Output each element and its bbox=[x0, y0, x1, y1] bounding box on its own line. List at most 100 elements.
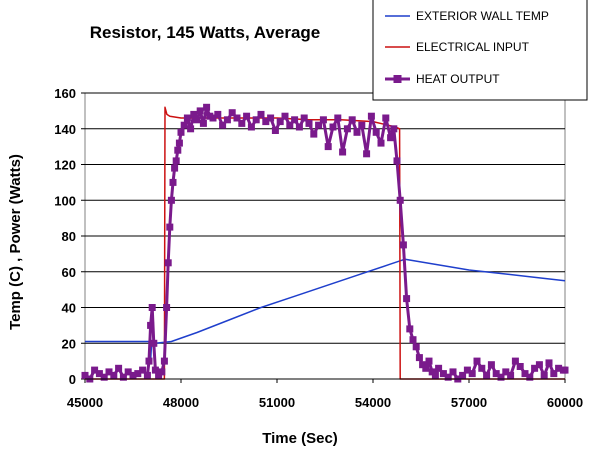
data-point-2-71 bbox=[353, 128, 361, 136]
data-point-2-2 bbox=[91, 366, 99, 374]
data-point-2-107 bbox=[502, 368, 510, 376]
x-axis: 45000 48000 51000 54000 57000 60000 bbox=[67, 379, 583, 410]
data-point-2-21 bbox=[160, 357, 168, 365]
data-point-2-34 bbox=[187, 125, 195, 133]
data-point-2-105 bbox=[492, 370, 500, 378]
data-point-2-72 bbox=[358, 121, 366, 129]
data-point-2-54 bbox=[271, 127, 279, 134]
data-point-2-65 bbox=[324, 143, 332, 151]
data-point-2-20 bbox=[158, 368, 166, 376]
data-point-2-60 bbox=[300, 114, 308, 122]
data-point-2-44 bbox=[223, 116, 231, 124]
data-point-2-33 bbox=[183, 114, 191, 122]
data-point-2-47 bbox=[238, 119, 246, 127]
y-tick-label-20: 20 bbox=[62, 336, 76, 351]
data-point-2-38 bbox=[199, 119, 207, 127]
x-tick-label-54000: 54000 bbox=[355, 395, 391, 410]
data-point-2-7 bbox=[115, 364, 123, 372]
data-point-2-49 bbox=[247, 123, 255, 131]
y-tick-label-140: 140 bbox=[54, 122, 76, 137]
data-point-2-77 bbox=[382, 114, 390, 122]
legend-item-1: ELECTRICAL INPUT bbox=[385, 40, 530, 54]
x-tick-label-48000: 48000 bbox=[163, 395, 199, 410]
data-point-2-109 bbox=[511, 357, 519, 365]
data-point-2-56 bbox=[281, 112, 289, 120]
data-point-2-83 bbox=[403, 295, 411, 303]
data-point-2-114 bbox=[535, 361, 543, 369]
data-point-2-87 bbox=[415, 354, 423, 362]
data-point-2-23 bbox=[164, 259, 172, 267]
y-tick-label-100: 100 bbox=[54, 193, 76, 208]
data-point-2-93 bbox=[435, 364, 443, 372]
data-point-2-95 bbox=[444, 373, 452, 381]
data-point-2-59 bbox=[295, 123, 303, 131]
data-point-2-37 bbox=[196, 107, 204, 115]
y-tick-label-80: 80 bbox=[62, 229, 76, 244]
data-point-2-100 bbox=[468, 370, 476, 378]
legend-label-0: EXTERIOR WALL TEMP bbox=[416, 9, 549, 23]
data-point-2-66 bbox=[329, 123, 337, 131]
data-point-2-9 bbox=[124, 368, 132, 376]
data-point-2-80 bbox=[393, 157, 401, 165]
data-point-2-102 bbox=[478, 364, 486, 372]
data-point-2-108 bbox=[507, 371, 515, 379]
data-point-2-17 bbox=[150, 339, 158, 347]
data-point-2-43 bbox=[219, 121, 227, 129]
legend-label-1: ELECTRICAL INPUT bbox=[416, 40, 530, 54]
data-point-2-25 bbox=[167, 196, 175, 204]
data-point-2-101 bbox=[473, 357, 481, 365]
data-point-2-58 bbox=[291, 116, 299, 124]
data-point-2-106 bbox=[497, 373, 505, 381]
data-point-2-27 bbox=[171, 164, 179, 172]
data-point-2-18 bbox=[151, 366, 159, 374]
data-point-2-46 bbox=[233, 114, 241, 122]
data-point-2-67 bbox=[334, 114, 342, 122]
data-point-2-15 bbox=[147, 321, 155, 329]
data-point-2-104 bbox=[487, 361, 495, 369]
data-point-2-6 bbox=[110, 371, 118, 379]
data-point-2-24 bbox=[166, 223, 174, 231]
y-tick-label-40: 40 bbox=[62, 301, 76, 316]
y-tick-label-0: 0 bbox=[69, 372, 76, 387]
data-point-2-69 bbox=[343, 125, 351, 133]
x-tick-label-57000: 57000 bbox=[451, 395, 487, 410]
data-point-2-10 bbox=[129, 371, 137, 379]
data-point-2-28 bbox=[172, 157, 180, 165]
legend-item-2: HEAT OUTPUT bbox=[385, 72, 500, 86]
data-point-2-50 bbox=[252, 116, 260, 124]
data-point-2-3 bbox=[95, 370, 103, 378]
data-point-2-111 bbox=[521, 370, 529, 378]
data-point-2-73 bbox=[363, 150, 371, 158]
legend-item-0: EXTERIOR WALL TEMP bbox=[385, 9, 549, 23]
x-tick-label-51000: 51000 bbox=[259, 395, 295, 410]
data-point-2-86 bbox=[412, 343, 420, 351]
data-point-2-63 bbox=[315, 121, 323, 129]
data-point-2-89 bbox=[422, 364, 430, 372]
data-point-2-48 bbox=[243, 112, 251, 120]
data-point-2-92 bbox=[431, 371, 439, 379]
data-point-2-0 bbox=[81, 371, 89, 379]
data-point-2-78 bbox=[387, 134, 395, 142]
y-tick-label-160: 160 bbox=[54, 86, 76, 101]
data-point-2-110 bbox=[516, 363, 524, 370]
data-point-2-120 bbox=[561, 366, 569, 374]
data-point-2-35 bbox=[190, 110, 198, 118]
data-point-2-113 bbox=[531, 364, 539, 372]
data-point-2-82 bbox=[399, 241, 407, 249]
data-point-2-116 bbox=[545, 359, 553, 367]
data-point-2-118 bbox=[555, 364, 563, 372]
data-point-2-55 bbox=[276, 118, 284, 126]
data-point-2-76 bbox=[377, 139, 385, 147]
data-point-2-32 bbox=[180, 121, 188, 129]
data-point-2-14 bbox=[145, 357, 153, 365]
data-point-2-85 bbox=[409, 336, 417, 344]
data-point-2-68 bbox=[339, 148, 347, 156]
data-point-2-13 bbox=[143, 371, 151, 379]
y-axis: 0 20 40 60 80 100 120 140 160 bbox=[54, 86, 85, 387]
data-point-2-36 bbox=[193, 116, 201, 124]
y-tick-label-120: 120 bbox=[54, 158, 76, 173]
data-point-2-96 bbox=[449, 368, 457, 376]
x-tick-label-45000: 45000 bbox=[67, 395, 103, 410]
data-point-2-31 bbox=[177, 128, 185, 136]
